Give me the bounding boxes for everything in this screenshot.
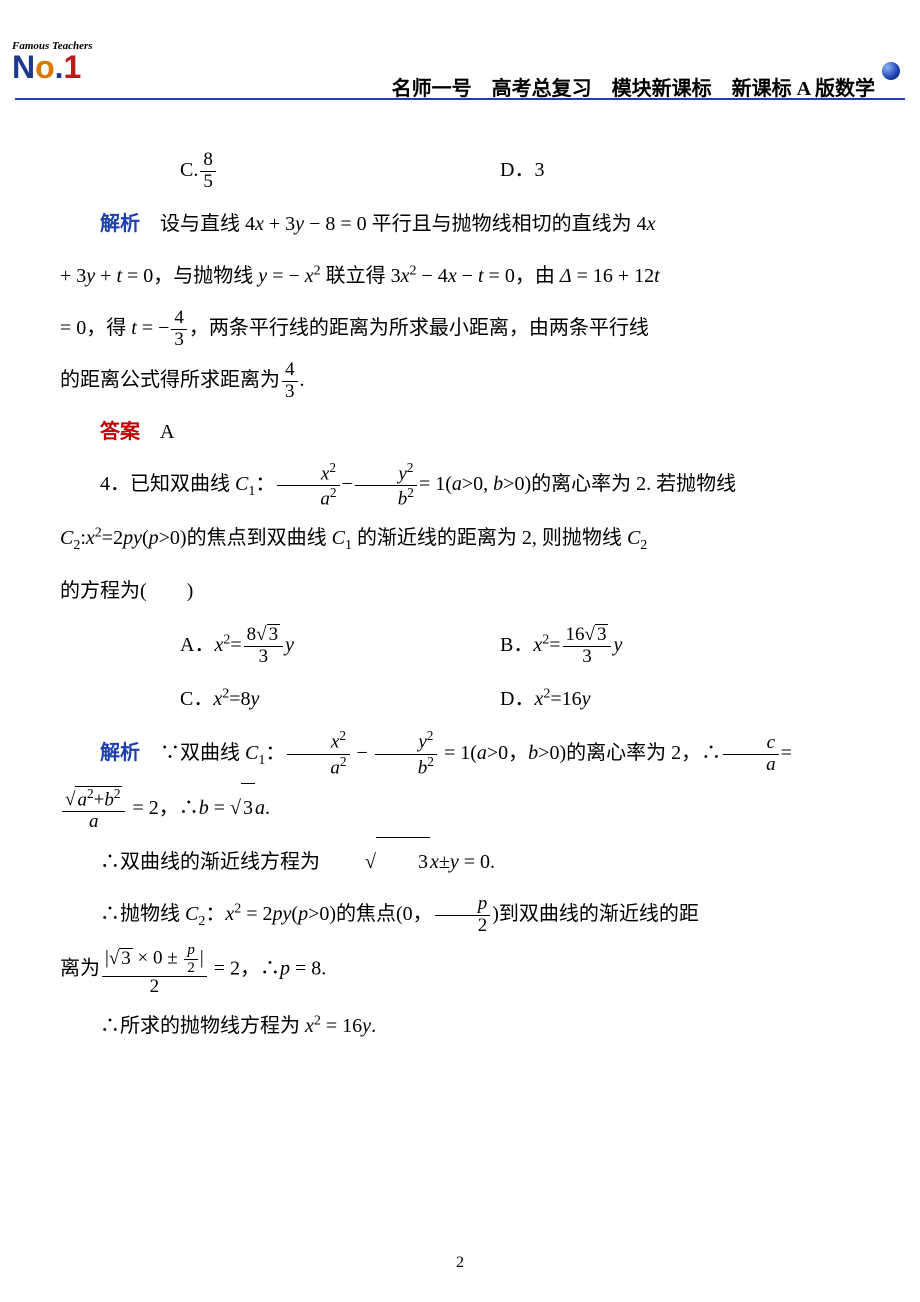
- q4-sol-5: 离为|3 × 0 ± p2|2 = 2，∴p = 8.: [60, 942, 870, 998]
- header-rule: [15, 98, 905, 100]
- q3-solution-3: = 0，得 t = −43，两条平行线的距离为所求最小距离，由两条平行线: [60, 304, 870, 352]
- q3-options-row: C.85 D．3: [60, 146, 870, 194]
- q4-sol-3: ∴双曲线的渐近线方程为 3x±y = 0.: [60, 837, 870, 886]
- q4-sol-1: 解析 ∵双曲线 C1：x2a2 − y2b2 = 1(a>0，b>0)的离心率为…: [60, 729, 870, 779]
- q4-options-cd: C．x2=8y D．x2=16y: [60, 675, 870, 723]
- answer-label: 答案: [100, 421, 140, 443]
- header-title: 名师一号 高考总复习 模块新课标 新课标 A 版数学: [392, 72, 875, 101]
- q3-solution-4: 的距离公式得所求距离为43.: [60, 356, 870, 404]
- page-header: Famous Teachers No.1 名师一号 高考总复习 模块新课标 新课…: [0, 0, 920, 100]
- q4-sol-4: ∴抛物线 C2：x2 = 2py(p>0)的焦点(0，p2)到双曲线的渐近线的距: [60, 890, 870, 939]
- q4-option-b: B．x2=1633y: [500, 621, 870, 669]
- q3-solution-1: 解析 设与直线 4x + 3y − 8 = 0 平行且与抛物线相切的直线为 4x: [60, 200, 870, 248]
- logo-main: No.1: [12, 52, 81, 82]
- page-number: 2: [0, 1254, 920, 1272]
- header-decor-ball: [882, 62, 900, 80]
- logo: Famous Teachers No.1: [12, 40, 122, 83]
- q3-answer: 答案 A: [60, 408, 870, 456]
- q3-option-c: C.85: [180, 146, 500, 194]
- q4-sol-2: a2+b2a = 2，∴b = 3a.: [60, 783, 870, 833]
- q4-stem-2: C2:x2=2py(p>0)的焦点到双曲线 C1 的渐近线的距离为 2, 则抛物…: [60, 514, 870, 563]
- q4-option-c: C．x2=8y: [180, 675, 500, 723]
- q4-options-ab: A．x2=833y B．x2=1633y: [60, 621, 870, 669]
- q4-option-d: D．x2=16y: [500, 675, 870, 723]
- q3-solution-2: + 3y + t = 0，与抛物线 y = − x2 联立得 3x2 − 4x …: [60, 252, 870, 300]
- solution-label: 解析: [100, 213, 140, 235]
- q4-option-a: A．x2=833y: [180, 621, 500, 669]
- q4-sol-6: ∴所求的抛物线方程为 x2 = 16y.: [60, 1002, 870, 1050]
- solution-label-2: 解析: [100, 742, 140, 764]
- q3-option-d: D．3: [500, 146, 870, 194]
- q4-stem-3: 的方程为( ): [60, 567, 870, 615]
- q4-stem-1: 4．已知双曲线 C1：x2a2−y2b2= 1(a>0, b>0)的离心率为 2…: [60, 460, 870, 510]
- page-content: C.85 D．3 解析 设与直线 4x + 3y − 8 = 0 平行且与抛物线…: [0, 100, 920, 1050]
